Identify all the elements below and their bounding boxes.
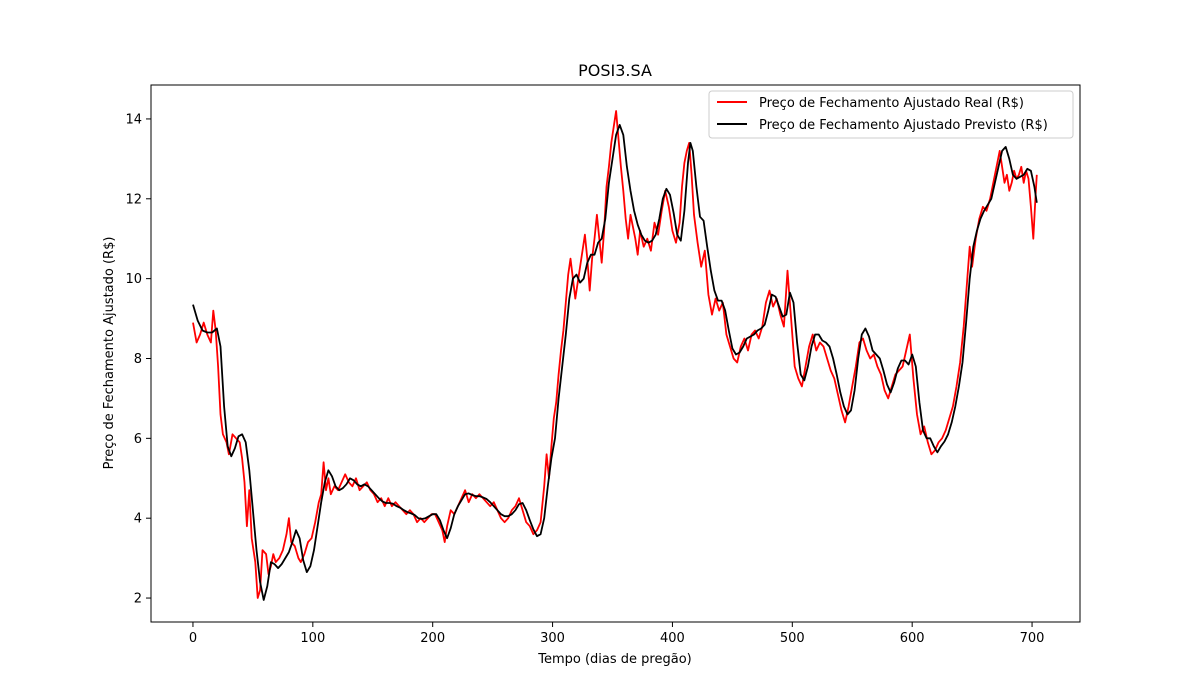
- legend-box: [708, 90, 1074, 139]
- y-tick-label: 8: [134, 352, 142, 367]
- y-axis-label: Preço de Fechamento Ajustado (R$): [102, 237, 117, 470]
- x-tick-label: 400: [660, 631, 685, 646]
- y-tick-label: 6: [134, 432, 142, 447]
- x-tick-label: 500: [780, 631, 805, 646]
- series-line-real: [192, 110, 1038, 599]
- y-axis: 2 4 6 8 10 12 14: [125, 112, 151, 607]
- x-tick-label: 300: [540, 631, 565, 646]
- x-tick-label: 0: [189, 631, 197, 646]
- legend-label-real: Preço de Fechamento Ajustado Real (R$): [759, 96, 1024, 111]
- x-tick-label: 100: [300, 631, 325, 646]
- plot-area-frame: [150, 84, 1081, 623]
- y-tick-label: 2: [134, 592, 142, 607]
- x-tick-label: 200: [420, 631, 445, 646]
- x-tick-label: 600: [900, 631, 925, 646]
- legend: Preço de Fechamento Ajustado Real (R$) P…: [708, 90, 1074, 139]
- y-tick-label: 12: [125, 192, 142, 207]
- x-axis-label: Tempo (dias de pregão): [537, 652, 691, 667]
- series-line-previsto: [192, 124, 1038, 601]
- legend-label-previsto: Preço de Fechamento Ajustado Previsto (R…: [759, 118, 1048, 133]
- x-axis: 0 100 200 300 400 500 600 700: [189, 622, 1045, 646]
- y-tick-label: 14: [125, 112, 142, 127]
- chart-title: POSI3.SA: [578, 61, 652, 80]
- x-tick-label: 700: [1020, 631, 1045, 646]
- y-tick-label: 10: [125, 272, 142, 287]
- y-tick-label: 4: [134, 512, 142, 527]
- series-layer: [192, 110, 1038, 601]
